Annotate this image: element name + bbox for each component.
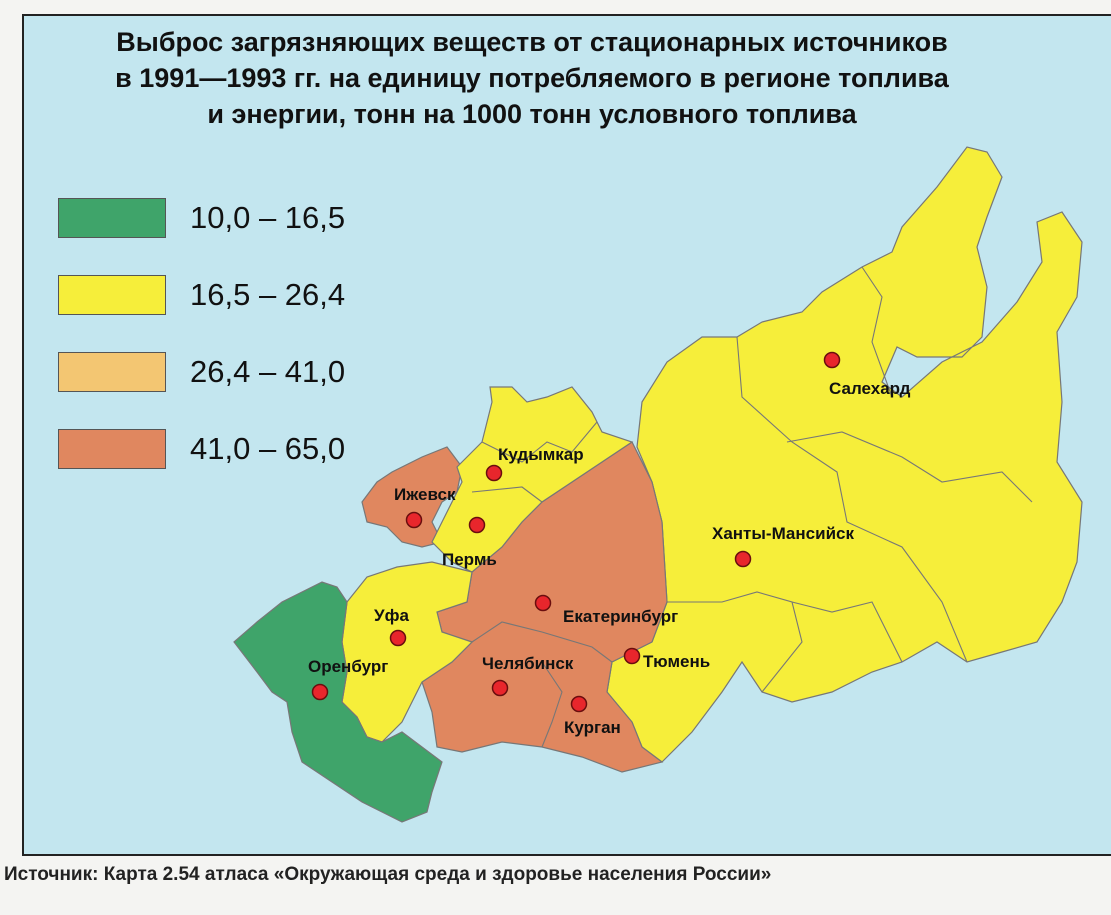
city-label-tyumen: Тюмень [643, 652, 710, 671]
region-orenburg-green [233, 581, 443, 823]
map-title: Выброс загрязняющих веществ от стационар… [62, 24, 1002, 132]
city-label-chelyabinsk: Челябинск [482, 654, 574, 673]
city-label-ekaterinburg: Екатеринбург [563, 607, 678, 626]
city-marker-ekaterinburg [534, 594, 552, 612]
city-labels: Салехард Кудымкар Ижевск Пермь Ханты-Ман… [308, 379, 911, 737]
city-marker-chelyabinsk [491, 679, 509, 697]
city-marker-salekhard [823, 351, 841, 369]
city-marker-perm [468, 516, 486, 534]
city-marker-tyumen [623, 647, 641, 665]
city-markers [311, 351, 841, 713]
region-east-yellow [606, 146, 1083, 763]
title-line-1: Выброс загрязняющих веществ от стационар… [116, 27, 948, 57]
legend-label: 16,5 – 26,4 [190, 277, 346, 312]
city-label-orenburg: Оренбург [308, 657, 388, 676]
legend-swatch [58, 352, 166, 392]
legend-swatch [58, 429, 166, 469]
map-canvas: Салехард Кудымкар Ижевск Пермь Ханты-Ман… [233, 146, 1083, 823]
city-marker-khanty [734, 550, 752, 568]
city-marker-kudymkar [485, 464, 503, 482]
source-caption: Источник: Карта 2.54 атласа «Окружающая … [4, 864, 772, 885]
map-frame: Салехард Кудымкар Ижевск Пермь Ханты-Ман… [22, 14, 1111, 856]
city-marker-izhevsk [405, 511, 423, 529]
city-label-kudymkar: Кудымкар [498, 445, 584, 464]
city-marker-orenburg [311, 683, 329, 701]
legend-label: 26,4 – 41,0 [190, 354, 346, 389]
city-label-perm: Пермь [442, 550, 497, 569]
city-label-izhevsk: Ижевск [394, 485, 456, 504]
title-line-2: в 1991—1993 гг. на единицу потребляемого… [115, 63, 949, 93]
legend-swatch [58, 275, 166, 315]
city-marker-kurgan [570, 695, 588, 713]
region-udmurtia-orange [361, 446, 463, 548]
city-label-khanty: Ханты-Мансийск [712, 524, 854, 543]
legend-swatch [58, 198, 166, 238]
title-line-3: и энергии, тонн на 1000 тонн условного т… [207, 99, 857, 129]
legend-label: 41,0 – 65,0 [190, 431, 346, 466]
legend-label: 10,0 – 16,5 [190, 200, 346, 235]
city-label-kurgan: Курган [564, 718, 621, 737]
city-marker-ufa [389, 629, 407, 647]
city-label-salekhard: Салехард [829, 379, 911, 398]
city-label-ufa: Уфа [374, 606, 409, 625]
